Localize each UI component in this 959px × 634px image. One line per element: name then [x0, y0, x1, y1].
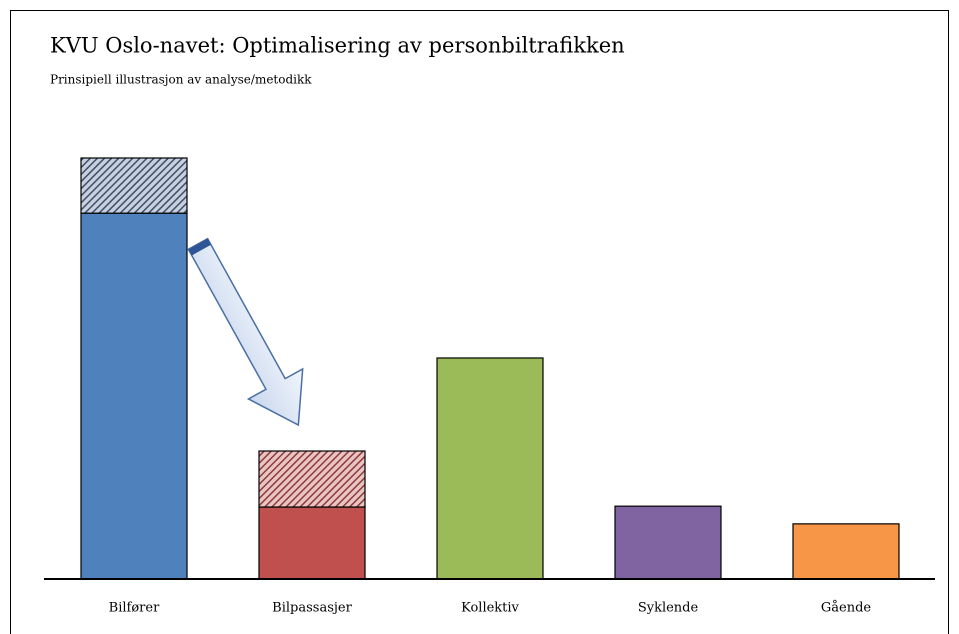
bar — [792, 523, 900, 580]
x-tick-label: Syklende — [638, 601, 699, 616]
chart-title: KVU Oslo-navet: Optimalisering av person… — [50, 34, 625, 58]
shift-arrow — [187, 237, 304, 427]
chart-subtitle: Prinsipiell illustrasjon av analyse/meto… — [50, 73, 312, 87]
bar — [80, 212, 188, 580]
x-tick-label: Bilpassasjer — [272, 601, 352, 616]
x-tick-label: Bilfører — [109, 601, 160, 616]
x-tick-label: Kollektiv — [461, 601, 519, 616]
bar-hatched — [80, 157, 188, 214]
bar — [614, 505, 722, 580]
x-tick-label: Gående — [821, 600, 872, 616]
bar — [258, 506, 366, 580]
bar-hatched — [258, 450, 366, 508]
bars — [80, 157, 900, 580]
bar — [436, 357, 544, 580]
